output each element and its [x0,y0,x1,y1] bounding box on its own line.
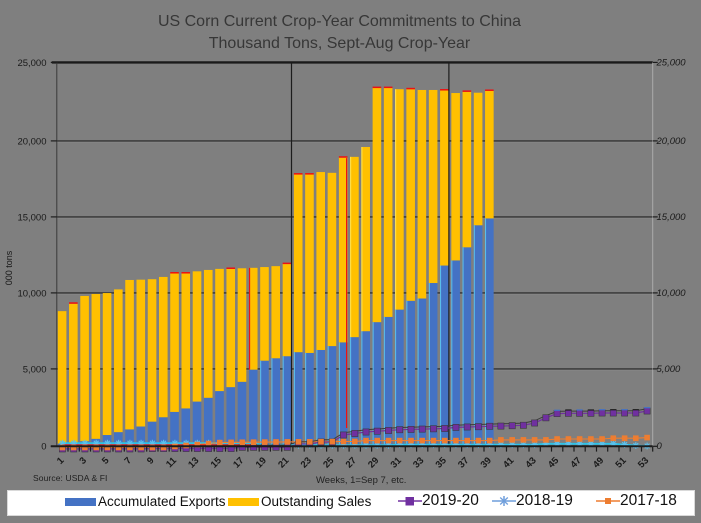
svg-text:15: 15 [209,455,225,471]
svg-text:25,000: 25,000 [656,57,687,68]
svg-text:35: 35 [434,455,450,471]
svg-text:15,000: 15,000 [657,212,687,223]
svg-text:27: 27 [344,455,359,470]
svg-text:20,000: 20,000 [17,136,46,147]
svg-text:5,000: 5,000 [657,364,681,375]
svg-text:33: 33 [411,455,426,470]
svg-text:49: 49 [591,455,606,470]
svg-text:5,000: 5,000 [23,364,47,375]
svg-text:19: 19 [254,455,269,470]
svg-text:41: 41 [501,455,517,471]
svg-text:39: 39 [479,455,494,470]
svg-text:11: 11 [164,455,179,470]
svg-text:0: 0 [657,441,663,452]
svg-text:9: 9 [145,455,157,467]
svg-text:29: 29 [366,455,381,470]
svg-text:13: 13 [186,455,201,470]
svg-text:20,000: 20,000 [656,136,687,147]
svg-text:10,000: 10,000 [17,288,46,299]
svg-text:15,000: 15,000 [17,212,46,223]
svg-text:5: 5 [100,455,112,467]
svg-text:7: 7 [122,455,134,467]
svg-text:53: 53 [636,455,651,470]
svg-text:45: 45 [546,455,562,471]
svg-text:37: 37 [456,455,471,470]
svg-text:000 tons: 000 tons [4,250,14,285]
svg-text:21: 21 [276,455,292,471]
svg-text:25: 25 [321,455,337,471]
svg-text:10,000: 10,000 [657,288,687,299]
svg-text:1: 1 [55,455,67,467]
svg-text:23: 23 [299,455,314,470]
svg-text:0: 0 [41,442,46,453]
svg-text:31: 31 [389,455,405,471]
svg-text:51: 51 [613,455,629,471]
svg-text:17: 17 [231,455,246,470]
svg-text:25,000: 25,000 [17,58,46,69]
svg-text:43: 43 [523,455,538,470]
svg-text:47: 47 [568,455,583,470]
svg-text:3: 3 [77,455,89,467]
